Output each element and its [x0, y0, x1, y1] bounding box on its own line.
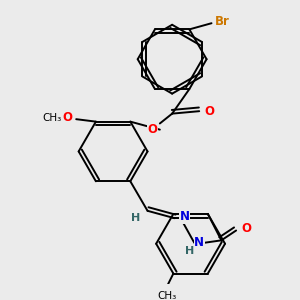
Text: CH₃: CH₃ — [42, 113, 61, 123]
Text: H: H — [185, 246, 194, 256]
Text: N: N — [194, 236, 204, 249]
Text: O: O — [204, 105, 214, 118]
Text: H: H — [130, 213, 140, 223]
Text: O: O — [63, 111, 73, 124]
Text: Br: Br — [215, 16, 230, 28]
Text: N: N — [179, 211, 189, 224]
Text: CH₃: CH₃ — [158, 291, 177, 300]
Text: O: O — [241, 221, 251, 235]
Text: O: O — [148, 123, 158, 136]
